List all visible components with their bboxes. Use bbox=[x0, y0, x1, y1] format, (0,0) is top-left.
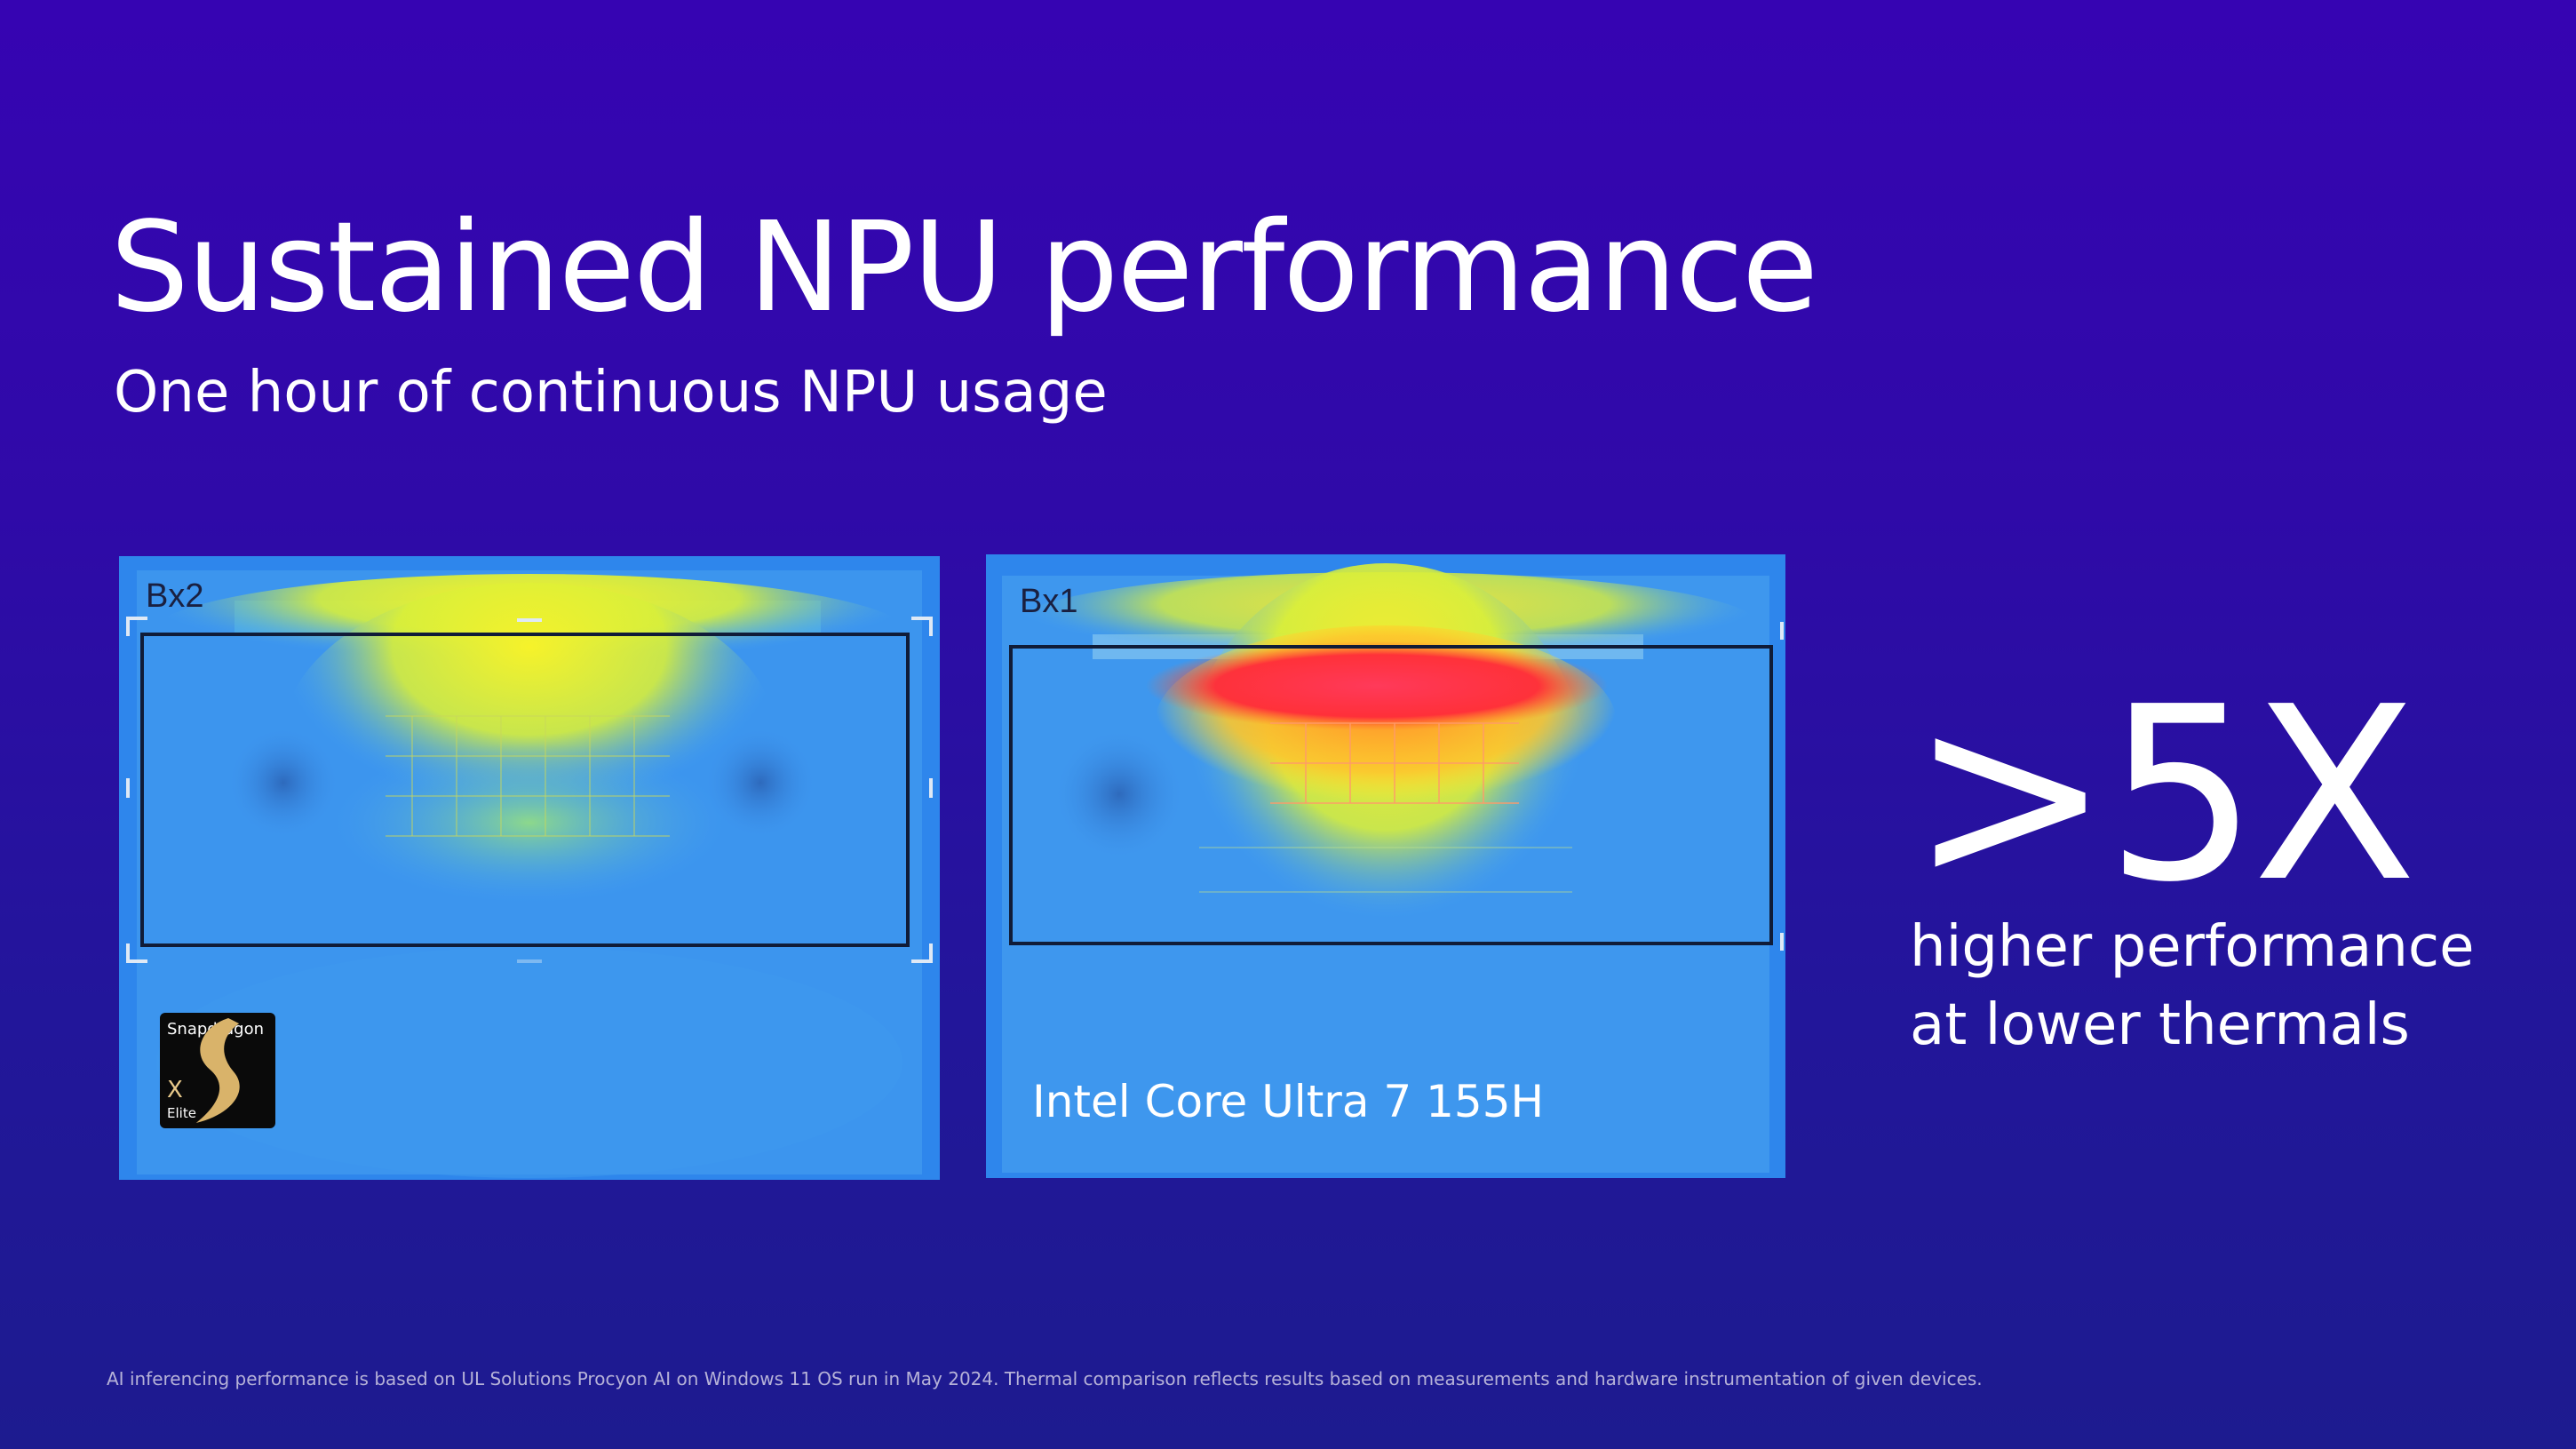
highlight-line-1: higher performance bbox=[1910, 914, 2475, 980]
footnote: AI inferencing performance is based on U… bbox=[107, 1368, 1983, 1389]
page-title: Sustained NPU performance bbox=[110, 195, 1818, 340]
snapdragon-mark-icon bbox=[195, 1018, 240, 1123]
thermal-image-intel: Bx1 Intel Core Ultra 7 155H bbox=[986, 554, 1785, 1178]
snapdragon-x-elite-logo: Snapdragon X Elite bbox=[160, 1013, 275, 1128]
logo-model: X bbox=[167, 1077, 183, 1103]
thermal-heatmap-intel bbox=[986, 554, 1785, 1178]
thermal-image-snapdragon: Bx2 Snapdragon X Elite bbox=[119, 556, 940, 1180]
device-label: Intel Core Ultra 7 155H bbox=[1032, 1076, 1545, 1127]
box-label: Bx2 bbox=[146, 577, 204, 615]
page-subtitle: One hour of continuous NPU usage bbox=[114, 360, 1108, 426]
highlight-value: >5X bbox=[1910, 655, 2417, 935]
thermal-heatmap-snapdragon bbox=[119, 556, 940, 1180]
highlight-line-2: at lower thermals bbox=[1910, 992, 2410, 1058]
logo-tier: Elite bbox=[167, 1105, 196, 1121]
box-label: Bx1 bbox=[1020, 583, 1078, 620]
